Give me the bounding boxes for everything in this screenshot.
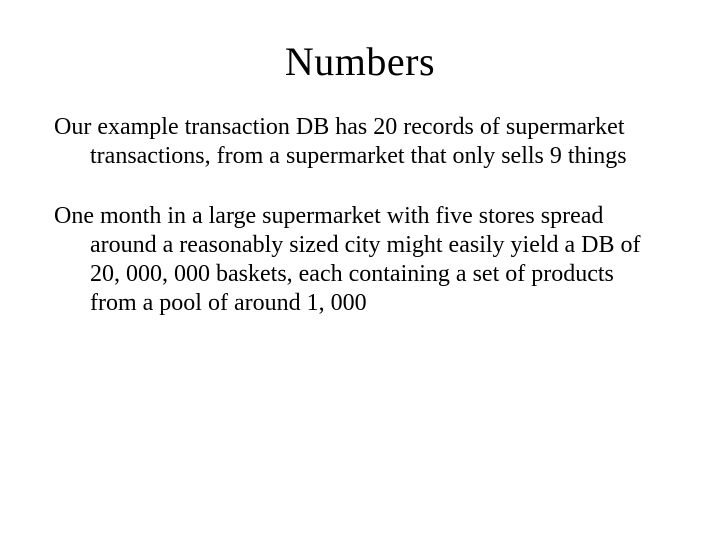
slide: Numbers Our example transaction DB has 2… (0, 0, 720, 540)
paragraph-1: Our example transaction DB has 20 record… (54, 113, 660, 172)
slide-title: Numbers (0, 0, 720, 113)
slide-body: Our example transaction DB has 20 record… (0, 113, 720, 319)
paragraph-2: One month in a large supermarket with fi… (54, 202, 660, 319)
